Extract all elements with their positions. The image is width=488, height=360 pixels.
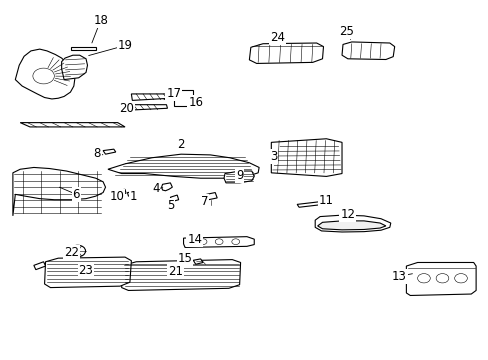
Text: 3: 3 [269,150,277,163]
Polygon shape [34,262,45,270]
Circle shape [454,274,467,283]
Circle shape [199,239,206,244]
Circle shape [435,274,448,283]
Text: 23: 23 [79,264,93,277]
Text: 5: 5 [166,199,174,212]
Polygon shape [127,192,137,196]
Polygon shape [44,257,131,288]
Text: 22: 22 [64,246,79,259]
Polygon shape [317,221,385,230]
Text: 18: 18 [93,14,108,27]
Polygon shape [271,139,341,176]
Text: 16: 16 [188,96,203,109]
Text: 21: 21 [167,265,183,278]
Text: 20: 20 [119,102,134,115]
Text: 17: 17 [166,87,181,100]
Text: 24: 24 [269,31,285,44]
Polygon shape [173,90,193,107]
Polygon shape [122,105,167,111]
Text: 11: 11 [318,194,333,207]
Circle shape [70,245,85,257]
Polygon shape [249,43,323,63]
Text: 13: 13 [391,270,406,283]
Text: 19: 19 [117,39,132,52]
Polygon shape [103,149,116,154]
Polygon shape [122,260,240,291]
Polygon shape [315,215,390,232]
Polygon shape [13,167,105,216]
Text: 10: 10 [109,190,124,203]
Polygon shape [224,171,254,183]
Polygon shape [61,55,87,80]
Polygon shape [131,94,170,100]
Text: 8: 8 [93,147,101,159]
Polygon shape [193,259,203,264]
Polygon shape [108,154,259,178]
Circle shape [215,239,223,244]
Text: 25: 25 [339,25,354,38]
Polygon shape [297,202,323,207]
Polygon shape [71,47,96,50]
Polygon shape [406,262,475,296]
Text: 4: 4 [152,183,159,195]
Polygon shape [15,49,75,99]
Text: 1: 1 [129,190,137,203]
Circle shape [33,68,54,84]
Polygon shape [112,189,126,194]
Circle shape [231,239,239,244]
Text: 6: 6 [72,188,80,201]
Polygon shape [341,42,394,59]
Polygon shape [183,237,254,247]
Text: 12: 12 [340,208,355,221]
Polygon shape [161,183,172,191]
Text: 9: 9 [235,169,243,182]
Polygon shape [206,193,217,200]
Circle shape [417,274,429,283]
Polygon shape [170,195,178,202]
Text: 14: 14 [187,233,202,246]
Text: 2: 2 [177,138,184,150]
Text: 15: 15 [177,252,192,265]
Polygon shape [20,123,125,127]
Text: 7: 7 [201,195,208,208]
